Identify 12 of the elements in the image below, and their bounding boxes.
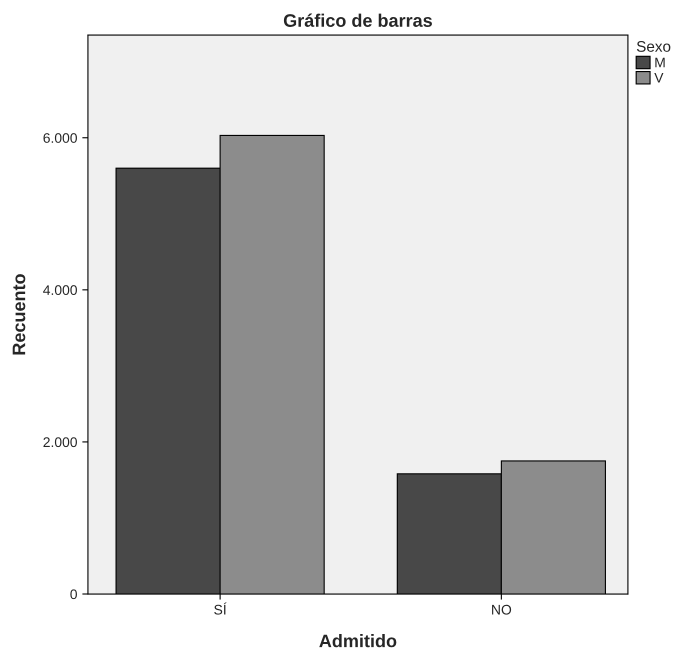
x-axis-title: Admitido: [319, 634, 396, 648]
y-tick-label: 0: [70, 589, 77, 600]
legend-title: Sexo: [636, 41, 670, 52]
chart-title: Gráfico de barras: [284, 14, 432, 27]
y-axis-title: Recuento: [12, 274, 26, 354]
legend-label: M: [655, 58, 665, 68]
y-tick-label: 4.000: [43, 285, 77, 296]
legend-label: V: [654, 72, 664, 82]
y-tick-label: 2.000: [43, 437, 77, 448]
x-tick-label: SÍ: [214, 602, 227, 615]
y-tick-label: 6.000: [43, 133, 77, 143]
x-tick-label: NO: [492, 604, 512, 615]
